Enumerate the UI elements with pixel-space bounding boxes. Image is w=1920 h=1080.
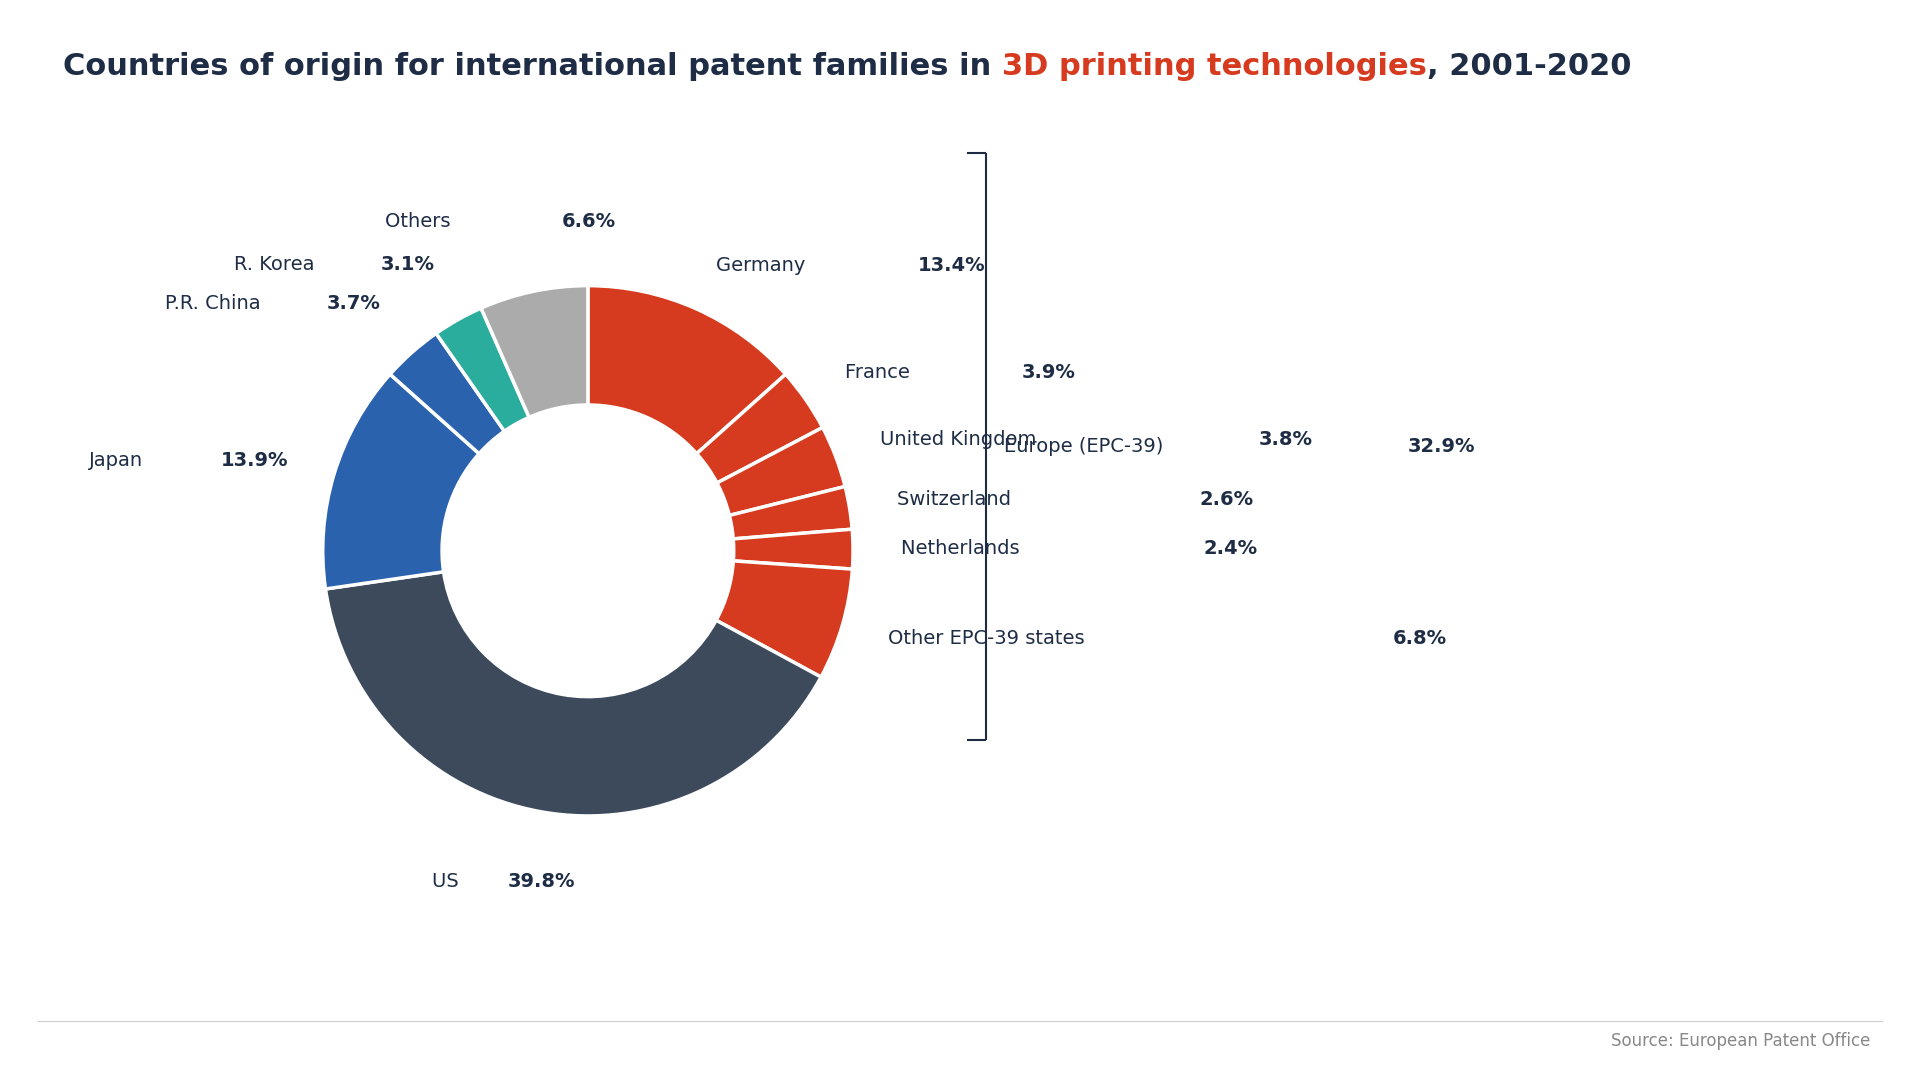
Text: France: France <box>845 363 916 382</box>
Text: 2.4%: 2.4% <box>1204 539 1258 558</box>
Text: 3D printing technologies: 3D printing technologies <box>1002 52 1427 81</box>
Text: US: US <box>432 872 465 891</box>
Text: R. Korea: R. Korea <box>234 255 321 274</box>
Wedge shape <box>588 285 785 454</box>
Text: 6.6%: 6.6% <box>561 213 616 231</box>
Text: 13.9%: 13.9% <box>221 451 288 470</box>
Wedge shape <box>716 561 852 677</box>
Text: 3.9%: 3.9% <box>1021 363 1075 382</box>
Wedge shape <box>716 428 845 515</box>
Text: 13.4%: 13.4% <box>918 256 985 274</box>
Text: P.R. China: P.R. China <box>165 294 267 313</box>
Text: 39.8%: 39.8% <box>509 872 576 891</box>
Text: Germany: Germany <box>716 256 812 274</box>
Wedge shape <box>697 374 822 483</box>
Wedge shape <box>730 486 852 539</box>
Wedge shape <box>323 374 480 589</box>
Wedge shape <box>733 529 852 569</box>
Text: Europe (EPC-39): Europe (EPC-39) <box>1004 437 1169 456</box>
Text: 3.8%: 3.8% <box>1260 430 1313 449</box>
Text: 32.9%: 32.9% <box>1407 437 1476 456</box>
Text: 6.8%: 6.8% <box>1394 629 1448 648</box>
Text: Other EPC-39 states: Other EPC-39 states <box>889 629 1091 648</box>
Wedge shape <box>436 308 530 431</box>
Text: Source: European Patent Office: Source: European Patent Office <box>1611 1031 1870 1050</box>
Text: United Kingdom: United Kingdom <box>879 430 1043 449</box>
Text: 3.1%: 3.1% <box>380 255 434 274</box>
Wedge shape <box>482 285 588 417</box>
Text: 2.6%: 2.6% <box>1200 490 1254 510</box>
Text: Switzerland: Switzerland <box>897 490 1018 510</box>
Text: , 2001-2020: , 2001-2020 <box>1427 52 1632 81</box>
Text: Netherlands: Netherlands <box>900 539 1025 558</box>
Wedge shape <box>390 334 505 454</box>
Text: Japan: Japan <box>88 451 150 470</box>
Text: Countries of origin for international patent families in: Countries of origin for international pa… <box>63 52 1002 81</box>
Text: Others: Others <box>384 213 457 231</box>
Wedge shape <box>326 571 822 816</box>
Text: 3.7%: 3.7% <box>326 294 380 313</box>
